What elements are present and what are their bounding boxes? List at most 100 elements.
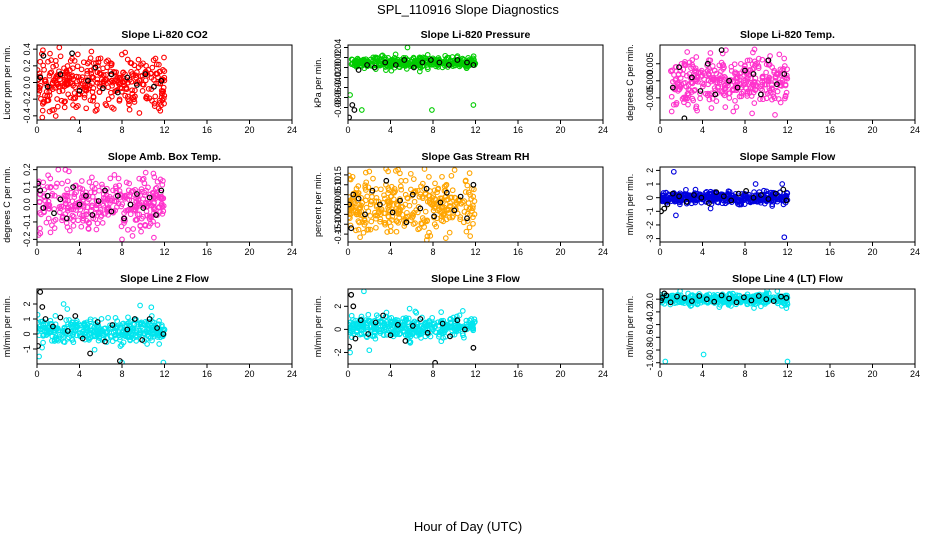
data-point [456,312,463,319]
y-tick-label: -0.1 [22,214,32,230]
data-point [464,182,471,189]
data-point [688,79,694,86]
data-point [56,195,62,201]
data-point [684,95,690,102]
data-point [95,209,102,216]
figure-title: SPL_110916 Slope Diagnostics [377,2,559,17]
x-tick-label: 20 [555,125,565,135]
chart-panel-3: Slope Li-820 Temp. degrees C per min. 0 4 8 1… [625,29,920,135]
data-point [67,215,74,222]
data-point [769,96,775,103]
data-point [127,59,134,66]
data-point [421,224,428,230]
data-point [355,183,362,189]
x-tick-label: 16 [825,369,835,379]
data-point [62,200,69,206]
data-point [142,222,148,228]
data-point [426,192,433,199]
data-point-black [681,115,688,120]
data-point [122,92,129,99]
data-point [767,87,773,94]
data-point [105,205,112,212]
data-point [682,94,689,101]
data-point [352,61,358,67]
y-tick-label: -0.005 [645,85,655,111]
y-tick-label: -1 [22,345,32,353]
data-point-black [389,209,396,216]
data-point [111,172,118,178]
x-tick-label: 12 [782,369,792,379]
data-point [385,55,392,61]
data-point [419,215,426,221]
data-point [751,189,757,195]
data-point [47,317,54,324]
data-point [379,52,386,59]
data-point [783,189,790,196]
x-tick-label: 16 [825,125,835,135]
data-point [365,311,372,318]
data-point-outlier [137,302,143,309]
data-point [142,77,149,84]
data-point [744,88,751,95]
data-point [693,197,700,204]
data-point-black [772,190,779,197]
data-point [40,339,46,346]
data-point-black [57,71,64,78]
data-point [124,333,131,339]
data-point-outlier [348,349,353,356]
data-point [107,68,114,75]
data-point [156,318,162,324]
data-point [780,201,787,208]
data-point [449,187,456,194]
data-point [384,198,391,205]
data-point [121,332,128,339]
data-point [680,80,687,87]
data-point [110,187,116,194]
data-point [402,332,409,338]
data-point [350,323,356,330]
data-point [675,79,682,86]
data-point-outlier [348,92,353,98]
data-point [774,88,781,95]
data-point-outlier [700,351,707,358]
x-tick-label: 16 [202,369,212,379]
data-point [404,213,411,220]
panel-ylabel: degrees C per min. [2,166,12,243]
data-point [88,48,95,55]
data-point [38,211,44,218]
data-point-black [70,184,76,191]
data-point [56,88,63,95]
x-tick-label: 0 [345,369,350,379]
data-point [390,196,397,203]
data-point-black [748,297,755,304]
x-tick-label: 4 [700,369,705,379]
data-point [367,226,374,233]
data-point [749,110,755,117]
data-point-black [357,317,364,324]
data-point [432,180,438,187]
data-point [61,99,68,105]
data-point-black [355,67,362,73]
data-point [125,93,131,100]
data-point [446,214,453,221]
data-point-black [401,57,408,63]
x-tick-label: 8 [742,125,747,135]
data-point-black [664,201,671,208]
data-point-black [454,317,461,324]
data-point [64,335,71,342]
x-tick-label: 0 [345,125,350,135]
x-tick-label: 16 [202,125,212,135]
data-point [64,71,71,77]
data-point [358,195,365,201]
data-point-black [349,102,356,108]
data-point-black [676,193,682,200]
data-point [362,219,369,226]
data-point-black [154,325,161,331]
data-point [433,329,440,336]
data-point-black [778,293,784,300]
data-point [402,177,409,184]
data-point-black [365,331,372,337]
data-point [87,55,94,61]
data-point [389,61,396,67]
